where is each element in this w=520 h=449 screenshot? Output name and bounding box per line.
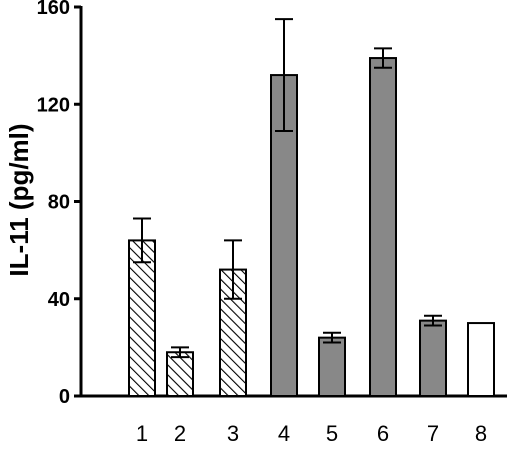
bar-2: [166, 351, 194, 397]
x-tick-label: 2: [174, 421, 186, 446]
y-tick-label: 40: [48, 289, 70, 311]
bar-1: [128, 239, 156, 397]
x-tick-label: 7: [427, 421, 439, 446]
x-tick-label: 5: [326, 421, 338, 446]
x-tick-label: 3: [227, 421, 239, 446]
y-axis-title: IL-11 (pg/ml): [4, 123, 34, 276]
x-tick-label: 4: [278, 421, 290, 446]
x-tick-label: 1: [136, 421, 148, 446]
x-tick-label: 6: [377, 421, 389, 446]
bar-5: [318, 336, 346, 397]
y-tick-label: 0: [59, 386, 70, 408]
x-tick-label: 8: [475, 421, 487, 446]
bar-3: [219, 268, 247, 398]
bar-6: [369, 57, 397, 398]
tick-labels: 0 40 80 120 160 1 2 3 4 5 6 7 8: [37, 0, 488, 446]
y-tick-label: 120: [37, 94, 70, 116]
bar-8: [467, 322, 495, 397]
bars: [128, 18, 495, 398]
y-tick-label: 160: [37, 0, 70, 19]
bar-7: [419, 319, 447, 398]
y-tick-label: 80: [48, 192, 70, 214]
